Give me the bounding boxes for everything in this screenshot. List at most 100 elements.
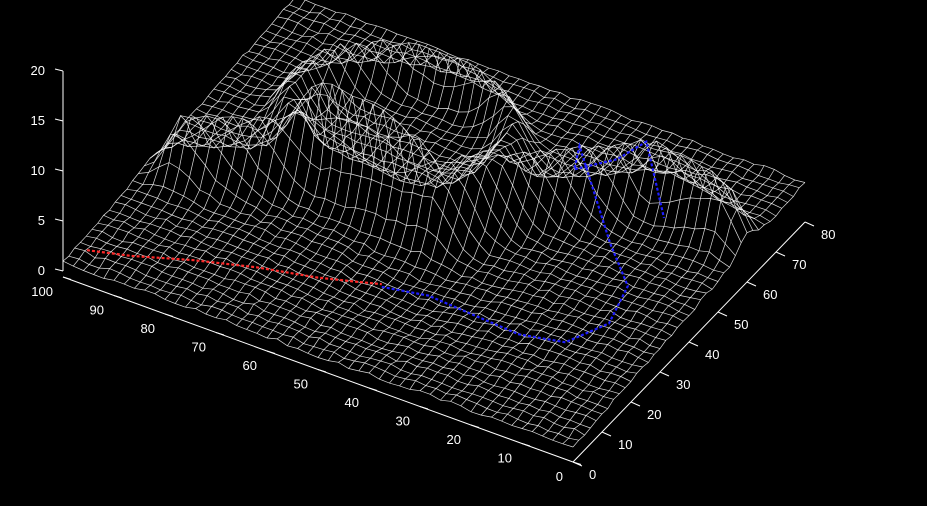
surface-column-line <box>149 115 661 349</box>
y-tick-mark <box>572 461 583 467</box>
x-tick-label: 70 <box>192 340 206 355</box>
z-tick-mark <box>54 268 64 272</box>
surface-column-line <box>207 85 719 282</box>
surface-row-line <box>93 7 326 275</box>
surface-column-line <box>202 96 713 290</box>
z-tick-label: 5 <box>38 213 45 228</box>
surface-row-line <box>276 68 510 340</box>
x-tick-mark <box>521 443 531 447</box>
z-tick-mark <box>54 168 64 172</box>
surface-column-line <box>109 209 620 395</box>
y-tick-mark <box>775 251 786 257</box>
surface-column-line <box>283 8 794 197</box>
y-tick-label: 40 <box>705 347 719 362</box>
surface-column-line <box>167 116 678 328</box>
x-tick-mark <box>62 276 72 280</box>
surface-row-line <box>501 154 734 422</box>
x-tick-mark <box>113 295 123 299</box>
surface-column-line <box>126 189 637 374</box>
surface-row-line <box>287 78 520 346</box>
z-tick-mark <box>54 118 64 122</box>
surface-column-line <box>219 71 730 268</box>
x-tick-mark <box>470 424 480 428</box>
surface-column-line <box>74 247 585 436</box>
x-tick-mark <box>215 332 225 336</box>
blue-path-line <box>381 139 666 344</box>
surface-row-line <box>72 0 306 267</box>
surface-column-line <box>213 80 724 274</box>
axes: 0 10 20 30 40 50 60 70 80 90 100 0 10 20 30 40 50 60 70 80 0… <box>31 63 836 484</box>
z-tick-label: 20 <box>31 63 45 78</box>
path-overlays <box>86 139 666 344</box>
surface-column-line <box>161 116 672 336</box>
y-tick-label: 70 <box>792 257 806 272</box>
x-tick-label: 20 <box>447 432 461 447</box>
x-tick-label: 80 <box>141 321 155 336</box>
surface-column-line <box>236 53 748 233</box>
surface-column-line <box>80 242 591 429</box>
surface-row-line <box>144 25 377 291</box>
surface-column-line <box>254 42 765 225</box>
y-tick-mark <box>601 431 612 437</box>
x-tick-label: 10 <box>498 451 512 466</box>
x-tick-label: 50 <box>294 377 308 392</box>
y-tick-mark <box>688 341 699 347</box>
surface-column-line <box>277 16 788 203</box>
surface-column-line <box>91 228 603 415</box>
surface-column-line <box>271 23 782 209</box>
surface-column-line <box>120 195 632 382</box>
y-tick-label: 0 <box>589 467 596 482</box>
surface-column-line <box>225 66 736 256</box>
z-tick-mark <box>54 218 64 222</box>
surface-column-line <box>103 214 614 400</box>
x-tick-mark <box>419 406 429 410</box>
surface-column-line <box>138 162 649 363</box>
surface-column-line <box>242 48 754 231</box>
y-tick-mark <box>630 401 641 407</box>
surface-column-line <box>190 112 701 301</box>
surface-column-line <box>248 43 759 231</box>
surface-row-line <box>256 58 490 334</box>
x-tick-label: 30 <box>396 414 410 429</box>
surface-column-line <box>231 60 742 243</box>
surface-column-line <box>265 30 777 217</box>
x-tick-mark <box>317 369 327 373</box>
surface-column-line <box>62 260 574 448</box>
surface-column-line <box>303 0 806 183</box>
y-tick-label: 10 <box>618 437 632 452</box>
surface-row-line <box>246 56 479 330</box>
surface-column-line <box>184 93 695 310</box>
surface-row-line <box>521 164 755 429</box>
x-tick-mark <box>164 313 174 317</box>
surface-row-line <box>154 29 388 294</box>
y-tick-mark <box>746 281 757 287</box>
surface-row-line <box>378 109 612 380</box>
surface-column-line <box>115 201 626 389</box>
surface-column-line <box>132 180 643 368</box>
x-tick-mark <box>368 387 378 391</box>
surface-column-line <box>178 82 690 316</box>
surface-column-line <box>289 4 800 189</box>
z-tick-mark <box>54 68 64 72</box>
y-tick-mark <box>717 311 728 317</box>
x-tick-label: 0 <box>556 469 563 484</box>
y-tick-mark <box>804 221 815 227</box>
x-tick-label: 40 <box>345 395 359 410</box>
z-tick-label: 15 <box>31 113 45 128</box>
x-tick-mark <box>266 350 276 354</box>
surface-row-line <box>185 39 418 308</box>
x-tick-label: 90 <box>90 303 104 318</box>
z-tick-label: 10 <box>31 163 45 178</box>
surface-column-line <box>144 132 655 355</box>
x-tick-label: 60 <box>243 358 257 373</box>
surface-column-line <box>68 255 579 441</box>
surface-column-line <box>196 102 707 294</box>
y-tick-label: 50 <box>734 317 748 332</box>
surface-column-line <box>97 222 608 410</box>
y-tick-mark <box>659 371 670 377</box>
y-tick-label: 20 <box>647 407 661 422</box>
surface-row-line <box>511 159 745 426</box>
y-tick-label: 80 <box>821 227 835 242</box>
y-tick-label: 30 <box>676 377 690 392</box>
